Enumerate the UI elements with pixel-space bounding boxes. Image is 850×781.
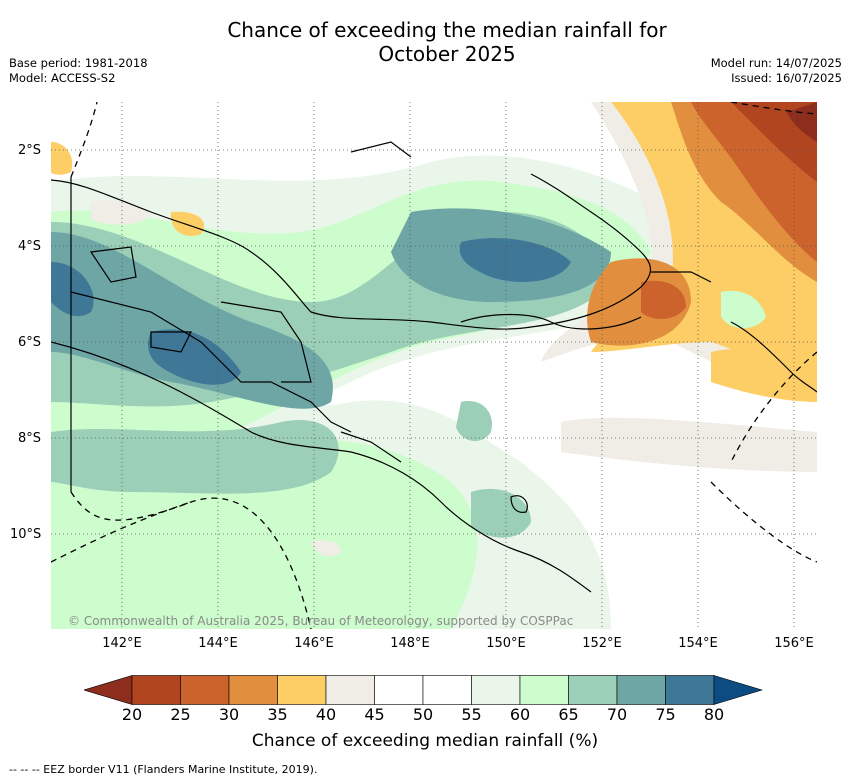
colorbar-segment [228,675,278,705]
colorbar-segment [325,675,375,705]
admin-borders [70,177,402,492]
shade-65-70-milne [471,488,531,538]
lat-label-6s: 6°S [18,335,42,350]
model-run-text: Model run: 14/07/2025 [710,56,842,70]
lat-label-4s: 4°S [18,239,42,254]
shade-75-80-newbritain [459,238,571,282]
colorbar-segment [422,675,472,705]
colorbar-tick-label: 65 [558,705,579,724]
colorbar-segment [374,675,424,705]
coastline-newireland [651,271,712,283]
lon-label-144e: 144°E [198,636,238,651]
border-province-5 [340,431,402,463]
lon-label-146e: 146°E [294,636,334,651]
border-province-3 [150,331,192,353]
colorbar-segment [616,675,666,705]
colorbar-segment [519,675,569,705]
colorbar-tick-label: 30 [218,705,240,724]
colorbar [82,675,768,705]
shade-40-45-coralsea [561,417,817,472]
colorbar-tick-label: 50 [412,705,434,724]
colorbar-tick-label: 60 [509,705,531,724]
lat-label-10s: 10°S [10,527,42,542]
shade-30-35-bougainville [587,258,691,346]
shade-65-70-gulf [456,401,492,442]
colorbar-extend-high [713,675,764,705]
lon-label-150e: 150°E [486,636,526,651]
map-meta-right: Model run: 14/07/2025 Issued: 16/07/2025 [711,56,842,86]
shade-35-40-west [51,142,73,175]
rainfall-map [51,102,817,629]
shade-35-40-solomons [711,349,817,402]
coastline-island [510,495,528,513]
border-province-4 [220,301,312,383]
shade-60-65-solomons [721,290,766,329]
colorbar-svg [82,675,764,705]
coastline-newbritain-south [460,313,642,330]
colorbar-tick-label: 20 [121,705,143,724]
copyright-text: © Commonwealth of Australia 2025, Bureau… [68,614,574,628]
eez-border-southwest [51,501,192,563]
eez-legend: -- -- -- EEZ border V11 (Flanders Marine… [9,763,318,776]
lon-label-148e: 148°E [390,636,430,651]
colorbar-segment [665,675,715,705]
colorbar-segment [277,675,327,705]
colorbar-extend-low [82,675,133,705]
eez-border-east [730,351,817,463]
border-province-2 [70,291,352,433]
colorbar-segment [471,675,521,705]
eez-border [51,102,817,629]
model-text: Model: ACCESS-S2 [9,71,116,85]
shade-35-40-coast [170,211,205,236]
colorbar-label: Chance of exceeding median rainfall (%) [251,731,599,751]
lon-label-152e: 152°E [582,636,622,651]
lat-label-8s: 8°S [18,431,42,446]
lon-label-156e: 156°E [774,636,814,651]
colorbar-segment [180,675,230,705]
shade-75-80-west [51,262,94,317]
coastline-north [51,173,651,330]
coastline-manus [350,141,412,158]
colorbar-tick-label: 80 [703,705,725,724]
colorbar-tick-label: 25 [170,705,191,724]
eez-border-southeast [710,481,817,563]
map-title: Chance of exceeding the median rainfall … [227,18,667,66]
shade-below-20-corner [787,102,817,142]
coastline-bougainville [730,321,817,393]
shade-25-30-bougainville [641,280,686,319]
base-period-text: Base period: 1981-2018 [9,56,148,70]
colorbar-tick-label: 40 [315,705,337,724]
eez-border-south [70,491,312,629]
map-meta-left: Base period: 1981-2018 Model: ACCESS-S2 [9,56,148,86]
colorbar-tick-label: 35 [267,705,288,724]
rainfall-map-svg [51,102,817,629]
border-province-1 [89,246,137,283]
lon-label-142e: 142°E [102,636,142,651]
lat-label-2s: 2°S [18,143,42,158]
colorbar-tick-label: 45 [364,705,385,724]
colorbar-tick-label: 55 [461,705,482,724]
eez-border-northeast [730,102,817,115]
colorbar-tick-label: 70 [606,705,628,724]
colorbar-segment [131,675,181,705]
colorbar-segment [568,675,618,705]
shade-40-45-south [311,540,341,557]
colorbar-tick-label: 75 [655,705,676,724]
issued-text: Issued: 16/07/2025 [731,71,842,85]
coastlines [51,141,817,593]
coastline-south [51,341,592,593]
lon-label-154e: 154°E [678,636,718,651]
